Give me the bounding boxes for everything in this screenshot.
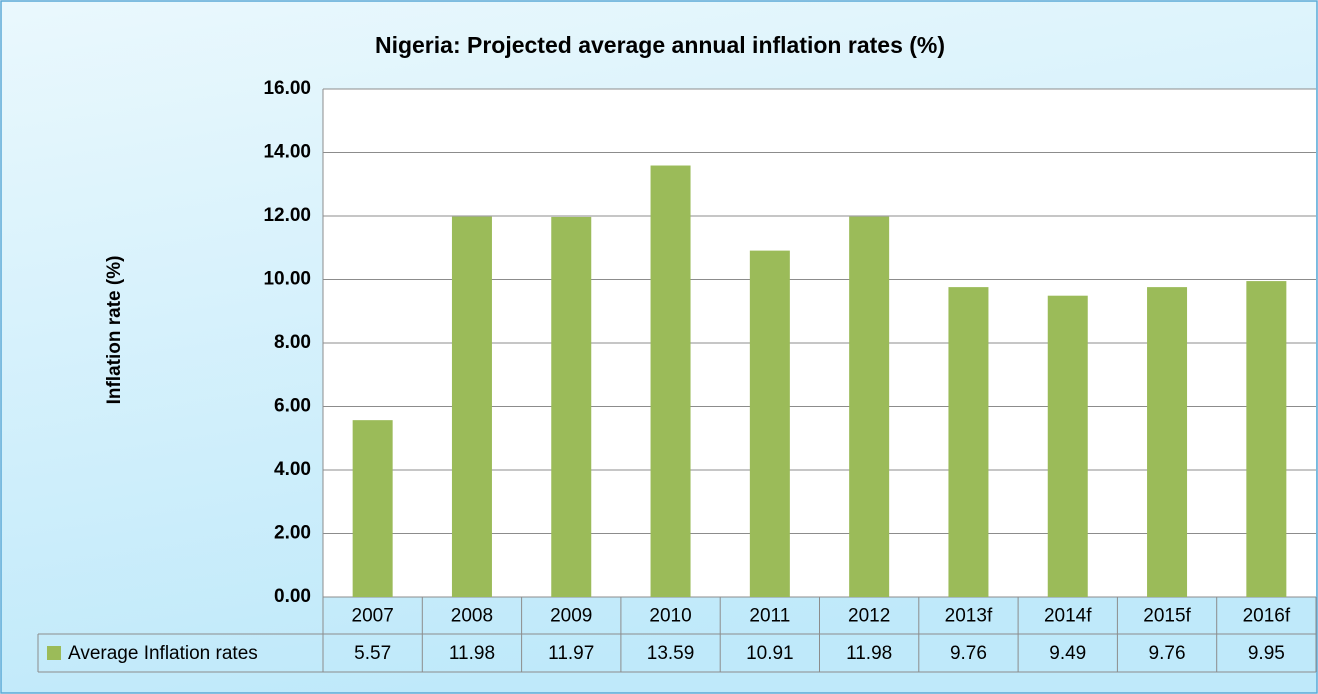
bar — [352, 420, 393, 597]
bar — [1147, 287, 1188, 597]
x-tick-label: 2007 — [352, 606, 394, 627]
table-value: 13.59 — [647, 643, 695, 664]
y-tick-label: 4.00 — [274, 459, 311, 480]
legend-label: Average Inflation rates — [68, 643, 258, 664]
x-tick-label: 2011 — [749, 606, 790, 627]
x-tick-label: 2015f — [1143, 606, 1191, 627]
bar — [1047, 295, 1088, 597]
table-value: 9.76 — [950, 643, 987, 664]
y-axis-label: Inflation rate (%) — [104, 256, 125, 405]
x-tick-label: 2008 — [451, 606, 493, 627]
bar — [451, 216, 492, 597]
bar — [551, 216, 592, 597]
y-tick-label: 16.00 — [263, 78, 311, 99]
y-tick-label: 14.00 — [263, 142, 311, 163]
y-tick-label: 8.00 — [274, 332, 311, 353]
chart-title: Nigeria: Projected average annual inflat… — [375, 32, 945, 58]
bar — [1246, 281, 1287, 597]
bar — [650, 165, 691, 597]
x-tick-label: 2014f — [1044, 606, 1092, 627]
table-value: 11.98 — [449, 643, 495, 664]
y-tick-label: 2.00 — [274, 523, 311, 544]
y-tick-label: 10.00 — [263, 269, 311, 290]
table-value: 9.76 — [1149, 643, 1186, 664]
y-tick-label: 6.00 — [274, 396, 311, 417]
bar — [749, 250, 790, 598]
table-value: 9.49 — [1049, 643, 1086, 664]
x-tick-label: 2013f — [945, 606, 993, 627]
y-tick-label: 12.00 — [263, 205, 311, 226]
x-tick-label: 2010 — [649, 606, 691, 627]
legend-swatch — [47, 646, 61, 660]
table-value: 9.95 — [1248, 643, 1285, 664]
table-value: 10.91 — [746, 643, 794, 664]
x-tick-label: 2016f — [1243, 606, 1291, 627]
table-value: 11.98 — [846, 643, 892, 664]
table-value: 5.57 — [354, 643, 391, 664]
x-tick-label: 2012 — [848, 606, 890, 627]
bar — [948, 287, 989, 597]
x-tick-label: 2009 — [550, 606, 592, 627]
table-value: 11.97 — [548, 643, 594, 664]
y-tick-label: 0.00 — [274, 586, 311, 607]
bar — [849, 216, 890, 597]
